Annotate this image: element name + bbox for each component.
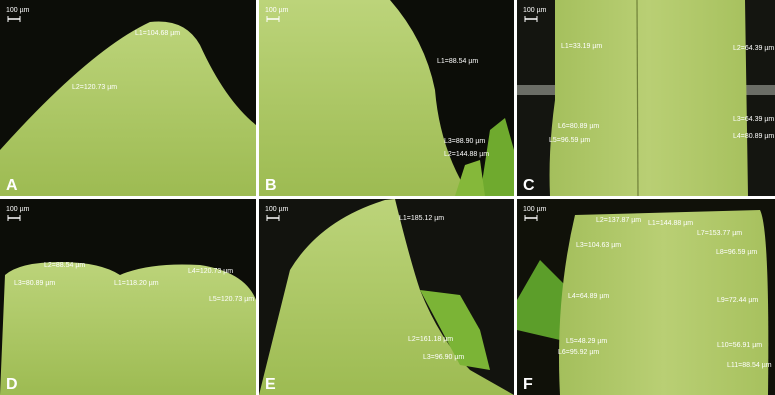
scale-label: 100 µm bbox=[265, 206, 289, 213]
measurement: L9=72.44 µm bbox=[717, 297, 758, 304]
panel-letter: D bbox=[6, 376, 18, 393]
panel-f bbox=[517, 199, 775, 395]
measurement: L4=120.73 µm bbox=[188, 268, 233, 275]
panel-letter: F bbox=[523, 376, 533, 393]
panel-letter: A bbox=[6, 177, 18, 194]
measurement: L3=96.90 µm bbox=[423, 354, 464, 361]
panel-c bbox=[517, 0, 775, 197]
measurement: L2=120.73 µm bbox=[72, 84, 117, 91]
measurement: L3=104.63 µm bbox=[576, 242, 621, 249]
scale-label: 100 µm bbox=[6, 206, 30, 213]
measurement: L1=88.54 µm bbox=[437, 58, 478, 65]
measurement: L1=104.68 µm bbox=[135, 30, 180, 37]
panel-d bbox=[0, 199, 256, 395]
measurement: L8=96.59 µm bbox=[716, 249, 757, 256]
measurement: L2=88.54 µm bbox=[44, 262, 85, 269]
measurement: L2=137.87 µm bbox=[596, 217, 641, 224]
measurement: L4=80.89 µm bbox=[733, 133, 774, 140]
measurement: L3=80.89 µm bbox=[14, 280, 55, 287]
measurement: L3=88.90 µm bbox=[444, 138, 485, 145]
scale-label: 100 µm bbox=[523, 7, 547, 14]
measurement: L1=33.19 µm bbox=[561, 43, 602, 50]
measurement: L6=95.92 µm bbox=[558, 349, 599, 356]
panel-e bbox=[259, 199, 514, 395]
measurement: L3=64.39 µm bbox=[733, 116, 774, 123]
panel-a bbox=[0, 0, 256, 196]
scale-label: 100 µm bbox=[265, 7, 289, 14]
panel-b bbox=[259, 0, 514, 196]
measurement: L1=185.12 µm bbox=[399, 215, 444, 222]
measurement: L5=96.59 µm bbox=[549, 137, 590, 144]
scale-label: 100 µm bbox=[6, 7, 30, 14]
measurement: L2=64.39 µm bbox=[733, 45, 774, 52]
scale-label: 100 µm bbox=[523, 206, 547, 213]
measurement: L1=118.20 µm bbox=[114, 280, 159, 287]
measurement: L1=144.88 µm bbox=[648, 220, 693, 227]
measurement: L2=144.88 µm bbox=[444, 151, 489, 158]
measurement: L7=153.77 µm bbox=[697, 230, 742, 237]
measurement: L4=64.89 µm bbox=[568, 293, 609, 300]
measurement: L5=48.29 µm bbox=[566, 338, 607, 345]
measurement: L2=161.18 µm bbox=[408, 336, 453, 343]
labels: 100 µm A L1=104.68 µm L2=120.73 µm 100 µm B L1… bbox=[6, 7, 774, 393]
panel-letter: C bbox=[523, 177, 535, 194]
measurement: L10=56.91 µm bbox=[717, 342, 762, 349]
measurement: L5=120.73 µm bbox=[209, 296, 254, 303]
measurement: L6=80.89 µm bbox=[558, 123, 599, 130]
measurement: L11=88.54 µm bbox=[727, 362, 772, 369]
panel-letter: B bbox=[265, 177, 277, 194]
panel-letter: E bbox=[265, 376, 276, 393]
